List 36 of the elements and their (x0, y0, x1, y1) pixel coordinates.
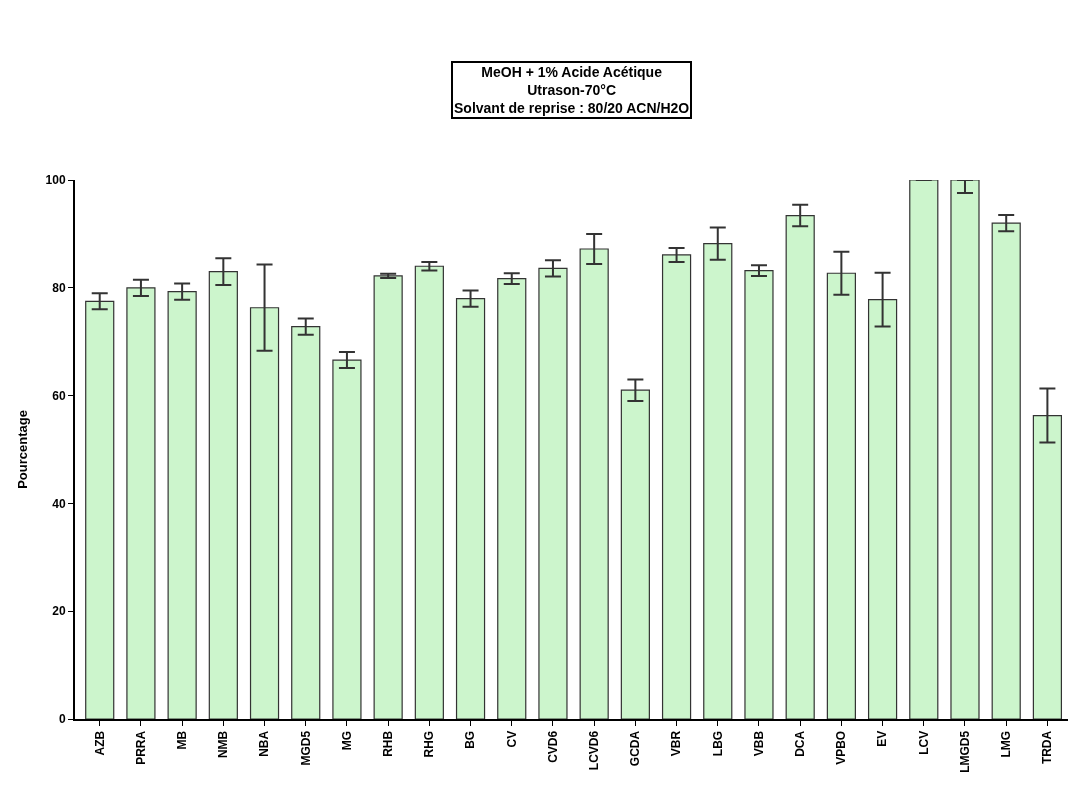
x-tick-label: LMGD5 (957, 730, 972, 773)
y-axis-title: Pourcentage (15, 410, 31, 489)
x-tick-label: VBB (751, 730, 766, 757)
x-tick-label: PRRA (133, 730, 148, 765)
x-tick-label: NMB (216, 730, 231, 759)
x-tick-label: NBA (257, 730, 272, 757)
x-tick-label: AZB (92, 730, 107, 756)
x-tick-label: CVD6 (545, 730, 560, 763)
x-tick-label: GCDA (628, 730, 643, 767)
x-tick-label: RHG (422, 730, 437, 758)
bar (950, 180, 980, 719)
y-tick-label: 20 (52, 604, 66, 619)
y-tick-label: 80 (52, 281, 66, 295)
x-tick-label: LMG (999, 730, 1014, 758)
x-tick-label: LBG (710, 730, 725, 757)
x-tick-label: EV (875, 730, 890, 747)
y-tick-label: 60 (52, 388, 66, 403)
x-tick-label: MG (339, 730, 354, 751)
x-tick-label: RHB (381, 730, 396, 757)
x-tick-label: BG (463, 730, 478, 749)
x-tick-label: LCVD6 (587, 730, 602, 771)
bar (373, 275, 403, 719)
y-tick-label: 40 (52, 496, 66, 511)
y-tick-label: 0 (58, 712, 66, 727)
bar (909, 180, 939, 719)
x-tick-label: MGD5 (298, 730, 313, 766)
x-tick-label: LCV (916, 730, 931, 755)
bar (414, 265, 444, 719)
x-tick-label: VPBO (834, 730, 849, 765)
x-tick-label: MB (175, 730, 190, 750)
x-tick-label: VBR (669, 730, 684, 757)
y-tick-label: 100 (45, 173, 66, 188)
x-tick-label: TRDA (1040, 730, 1055, 765)
chart-title: MeOH + 1% Acide Acétique Utrason-70°C Solvant de reprise : 80/20 ACN/H2O (454, 64, 690, 117)
x-tick-label: DCA (793, 730, 808, 757)
x-tick-label: CV (504, 730, 519, 748)
